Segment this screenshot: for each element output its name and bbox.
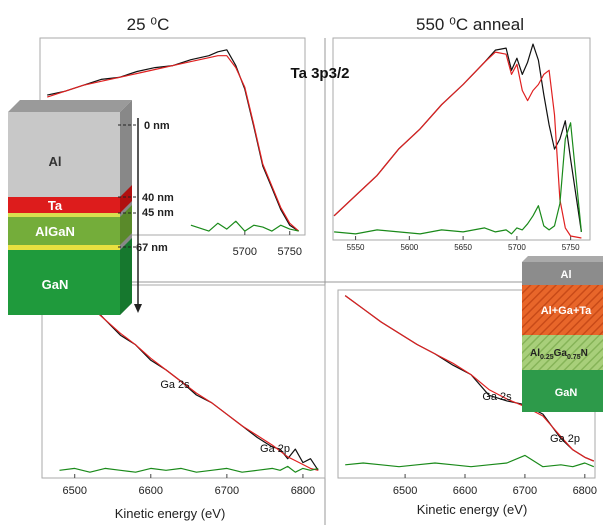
x-tick-label: 5550 [347, 243, 365, 252]
x-axis-label: Kinetic energy (eV) [115, 506, 226, 521]
alloy-part: Al [530, 348, 540, 359]
alloy-part: 0.25 [540, 354, 554, 361]
series-line [344, 295, 595, 462]
series-line [333, 43, 582, 232]
x-tick-label: 5700 [233, 246, 257, 258]
annotation: Ga 2s [482, 391, 512, 403]
series-line [59, 284, 319, 471]
annotation: Ga 2s [160, 379, 190, 391]
x-tick-label: 6600 [453, 485, 477, 497]
spectrum-label: Ta 3p3/2 [291, 65, 350, 82]
annealed-diagram: Al Al+Ga+Ta Al0.25Ga0.75N GaN [522, 256, 603, 412]
x-tick-label: 6700 [513, 485, 537, 497]
x-tick-label: 6800 [291, 485, 315, 497]
series-line [190, 220, 299, 232]
charts: 5700 5750 5550 5600 5650 5700 5750 6500 6600 6700… [39, 37, 597, 521]
x-tick-label: 5650 [454, 243, 472, 252]
x-tick-label: 5750 [562, 243, 580, 252]
series-line [47, 55, 300, 232]
x-tick-label: 6500 [62, 485, 86, 497]
series-line [334, 122, 582, 235]
depth-label: 0 nm [144, 120, 170, 132]
layer-label: AlGaN [35, 224, 75, 239]
x-axis-label: Kinetic energy (eV) [417, 502, 528, 517]
x-tick-label: 6800 [573, 485, 597, 497]
layer-label: Al0.25Ga0.75N [530, 348, 588, 361]
x-tick-label: 6700 [215, 485, 239, 497]
alloy-part: N [581, 348, 588, 359]
plot-frame [332, 37, 591, 241]
x-tick-label: 6500 [393, 485, 417, 497]
alloy-part: Ga [554, 348, 568, 359]
layer-label: GaN [555, 387, 578, 399]
depth-label: 67 nm [136, 242, 168, 254]
x-tick-label: 5750 [277, 246, 301, 258]
series-line [345, 454, 595, 468]
layer-label: Al [561, 269, 572, 281]
layer-label: GaN [42, 277, 69, 292]
header: 25 ⁰C [127, 15, 170, 34]
layer-diagram: Al Ta AlGaN GaN 0 nm 40 nm 45 nm 67 nm [8, 100, 174, 315]
series-line [333, 51, 582, 239]
annotation: Ga 2p [550, 433, 580, 445]
alloy-part: 0.75 [567, 354, 581, 361]
layer-label: Ta [48, 198, 63, 213]
annotation: Ga 2p [260, 443, 290, 455]
x-tick-label: 5700 [508, 243, 526, 252]
x-tick-label: 6600 [139, 485, 163, 497]
depth-label: 40 nm [142, 192, 174, 204]
plot-frame [41, 284, 326, 479]
depth-label: 45 nm [142, 207, 174, 219]
layer-label: Al [49, 154, 62, 169]
x-tick-label: 5600 [400, 243, 418, 252]
layer-label: Al+Ga+Ta [541, 305, 592, 317]
header: 550 ⁰C anneal [416, 15, 524, 34]
series-line [47, 49, 300, 232]
series-line [59, 465, 319, 473]
